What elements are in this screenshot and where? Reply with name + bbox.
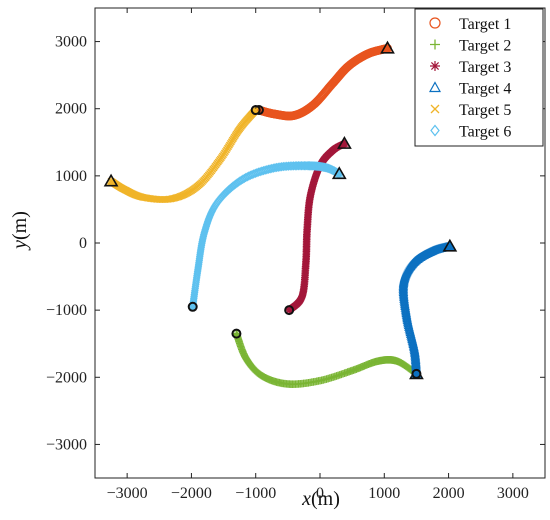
target-5-track — [103, 105, 261, 204]
ticks-layer: −3000 −2000 −1000 0 1000 2000 3000 −3000 −2000 −1… — [46, 8, 545, 502]
target-4-end-marker — [442, 238, 458, 252]
y-axis-unit: (m) — [9, 211, 31, 240]
x-axis-label: x(m) — [301, 488, 340, 510]
legend-marker-target-4 — [428, 81, 442, 93]
x-tick-label: −2000 — [171, 485, 212, 502]
legend-label: Target 4 — [459, 81, 511, 98]
target-3-start-marker — [284, 305, 295, 316]
legend-box — [414, 8, 544, 147]
x-axis-unit: (m) — [311, 488, 340, 510]
y-tick-label: 0 — [79, 235, 87, 252]
target-2-start-marker — [231, 328, 242, 339]
legend-marker-target-5 — [430, 104, 440, 114]
target-6-point — [281, 161, 289, 172]
y-axis-label: y(m) — [9, 211, 31, 251]
y-axis-var: y — [9, 240, 31, 251]
target-4-markers — [398, 241, 455, 378]
target-1-end-marker — [380, 40, 395, 54]
legend-marker-target-6 — [430, 124, 440, 137]
target-6-point — [284, 161, 293, 171]
target-5-start-marker — [250, 105, 261, 116]
x-tick-label: −3000 — [107, 485, 148, 502]
target-4-track — [398, 238, 458, 379]
legend-item-target-6: Target 6 — [430, 124, 511, 141]
legend-label: Target 5 — [459, 102, 511, 119]
target-4-point — [398, 281, 409, 290]
target-2-markers — [232, 329, 421, 388]
y-tick-label: −3000 — [46, 436, 87, 453]
legend: Target 1 Target 2 Target 3 Target 4 Target 5… — [414, 8, 544, 147]
target-2-track — [231, 328, 424, 388]
plot-frame — [94, 7, 546, 479]
y-tick-label: −2000 — [46, 369, 87, 386]
legend-label: Target 3 — [459, 59, 511, 76]
legend-marker-target-1 — [429, 17, 441, 29]
target-6-point — [282, 161, 291, 172]
legend-item-target-5: Target 5 — [430, 102, 511, 119]
legend-label: Target 1 — [459, 16, 511, 33]
x-tick-label: −1000 — [235, 485, 276, 502]
legend-marker-target-3 — [430, 61, 440, 71]
legend-item-target-1: Target 1 — [429, 16, 511, 33]
target-6-start-marker — [187, 301, 198, 312]
legend-marker-target-2 — [430, 39, 440, 50]
tracks-layer — [103, 40, 458, 388]
legend-label: Target 6 — [459, 124, 511, 141]
legend-item-target-3: Target 3 — [430, 59, 511, 76]
y-tick-label: 3000 — [55, 34, 87, 51]
legend-item-target-4: Target 4 — [428, 81, 511, 98]
legend-item-target-2: Target 2 — [430, 38, 511, 55]
target-6-point — [286, 161, 294, 171]
target-1-track — [253, 40, 395, 121]
target-6-track — [187, 161, 347, 312]
target-6-point — [288, 161, 296, 171]
target-6-end-marker — [331, 166, 347, 180]
x-tick-label: 0 — [316, 485, 324, 502]
target-4-start-marker — [411, 368, 422, 379]
target-6-markers — [188, 161, 344, 312]
x-axis-var: x — [301, 488, 311, 510]
target-5-end-marker — [103, 173, 119, 187]
y-tick-label: −1000 — [46, 302, 87, 319]
y-tick-label: 2000 — [55, 101, 87, 118]
target-3-end-marker — [337, 136, 352, 149]
legend-label: Target 2 — [459, 38, 511, 55]
x-tick-label: 2000 — [433, 485, 465, 502]
x-tick-label: 3000 — [497, 485, 529, 502]
y-tick-label: 1000 — [55, 168, 87, 185]
x-tick-label: 1000 — [368, 485, 400, 502]
